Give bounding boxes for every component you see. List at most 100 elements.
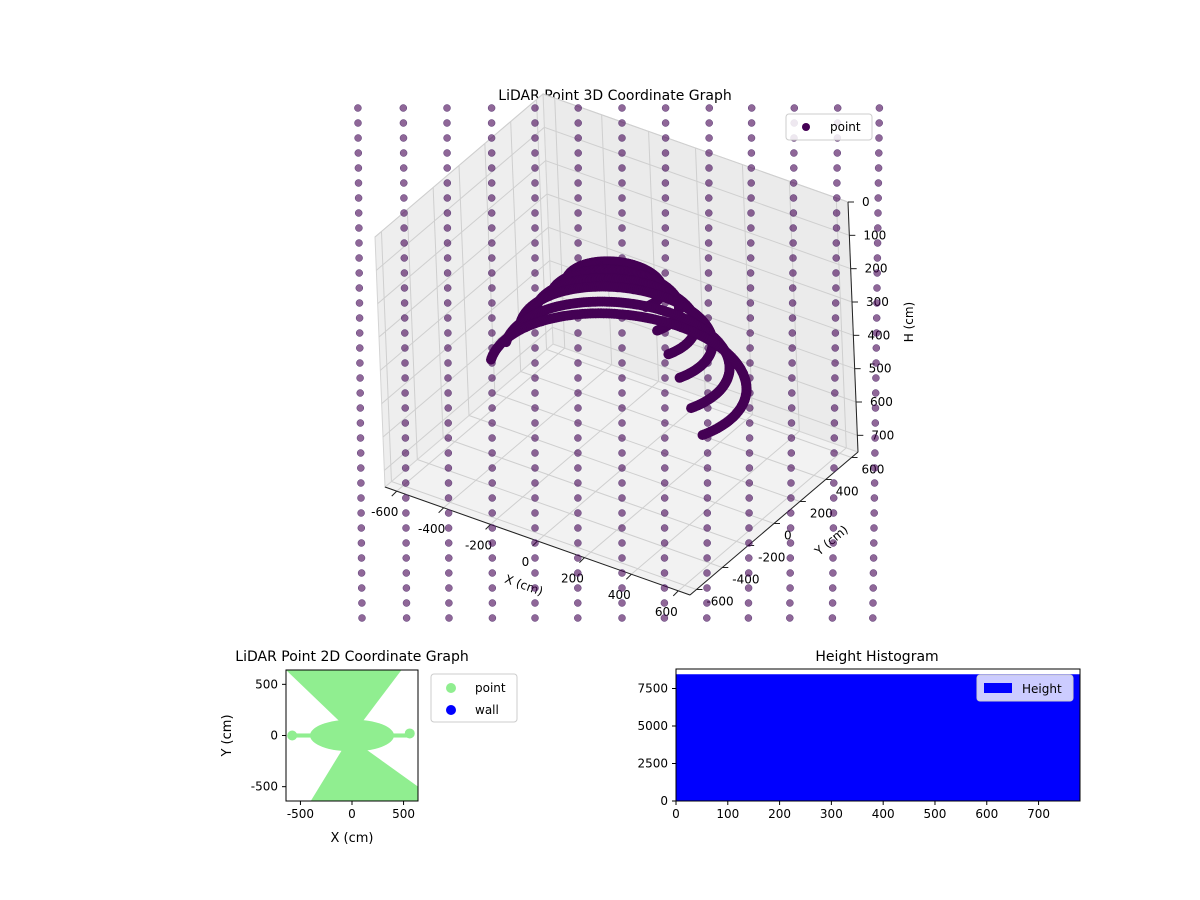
background-point [788, 314, 797, 322]
background-point [787, 449, 796, 457]
background-point [356, 344, 364, 352]
background-point [789, 224, 797, 232]
background-point [790, 149, 798, 157]
background-point [618, 134, 626, 142]
background-point [660, 524, 669, 532]
background-point [488, 404, 496, 412]
background-point [487, 179, 496, 187]
background-point [400, 194, 408, 202]
background-point [830, 449, 838, 457]
background-point [829, 524, 838, 532]
background-point [401, 419, 410, 427]
y-tick-label-hist: 7500 [637, 682, 668, 696]
background-point [831, 359, 839, 367]
background-point [531, 134, 539, 142]
background-point [531, 119, 539, 127]
background-point [399, 119, 408, 127]
background-point [399, 164, 408, 172]
background-point [357, 584, 366, 592]
grid-z-left [378, 193, 548, 338]
background-point [401, 479, 410, 487]
chart-3d: LiDAR Point 3D Coordinate Graph -600 -400… [354, 88, 916, 622]
background-point [618, 449, 626, 457]
background-point [488, 419, 496, 427]
background-point [869, 599, 877, 607]
background-point [787, 479, 795, 487]
background-point [531, 449, 539, 457]
background-point [831, 389, 839, 397]
background-point [704, 299, 713, 307]
background-point [747, 179, 755, 187]
background-point [618, 119, 626, 127]
background-point [618, 374, 626, 382]
background-point [704, 254, 713, 262]
background-point [574, 329, 582, 337]
background-point [531, 359, 539, 367]
background-point [488, 239, 496, 247]
background-point [745, 494, 753, 502]
chart-2d-body: -500 0 500 -500 0 500 X (cm) Y (cm) point wall [220, 669, 518, 846]
background-point [828, 614, 837, 622]
chart-histogram: Height Histogram 0 100 200 300 400 500 600 7000… [637, 649, 1081, 821]
background-point [402, 509, 410, 517]
background-point [618, 554, 626, 562]
background-point [531, 209, 539, 217]
grid-z-back [552, 326, 858, 436]
background-point [355, 329, 364, 337]
background-point [356, 419, 365, 427]
y-tick-label-hist: 5000 [637, 719, 668, 733]
background-point [488, 464, 496, 472]
background-point [401, 434, 410, 442]
background-point [704, 239, 713, 247]
background-point [618, 614, 626, 622]
background-point [870, 479, 879, 487]
background-point [399, 134, 408, 142]
background-point [746, 359, 754, 367]
background-point [574, 464, 582, 472]
background-point [531, 104, 539, 112]
background-point [531, 329, 539, 337]
background-point [661, 104, 670, 112]
chart-3d-legend: point [785, 113, 873, 141]
background-point [574, 419, 582, 427]
background-point [786, 509, 795, 517]
background-point [830, 404, 839, 412]
x-tick-label-hist: 600 [975, 807, 998, 821]
background-point [357, 464, 365, 472]
background-point [574, 209, 582, 217]
background-point [787, 419, 796, 427]
background-point [618, 224, 626, 232]
background-point [618, 329, 626, 337]
background-point [830, 419, 839, 427]
background-point [661, 209, 670, 217]
background-point [400, 284, 409, 292]
background-point [661, 434, 669, 442]
background-point [488, 449, 496, 457]
background-point [531, 554, 539, 562]
background-point [444, 419, 452, 427]
background-point [445, 614, 453, 622]
background-point [660, 479, 669, 487]
background-point [618, 404, 626, 412]
background-point [875, 119, 883, 127]
background-point [354, 209, 363, 217]
background-point [703, 599, 711, 607]
background-point [745, 524, 753, 532]
background-point [618, 599, 626, 607]
background-point [744, 584, 753, 592]
background-point [661, 449, 669, 457]
background-point [661, 134, 670, 142]
background-point [705, 179, 713, 187]
background-point [488, 299, 496, 307]
x-tick-label-hist: 200 [768, 807, 791, 821]
grid-z-back [546, 193, 853, 303]
background-point [661, 179, 670, 187]
background-point [488, 254, 496, 262]
background-point [574, 494, 582, 502]
background-point [874, 224, 882, 232]
background-point [574, 119, 582, 127]
background-point [869, 554, 878, 562]
background-point [618, 104, 626, 112]
background-point [399, 104, 408, 112]
background-point [745, 449, 754, 457]
